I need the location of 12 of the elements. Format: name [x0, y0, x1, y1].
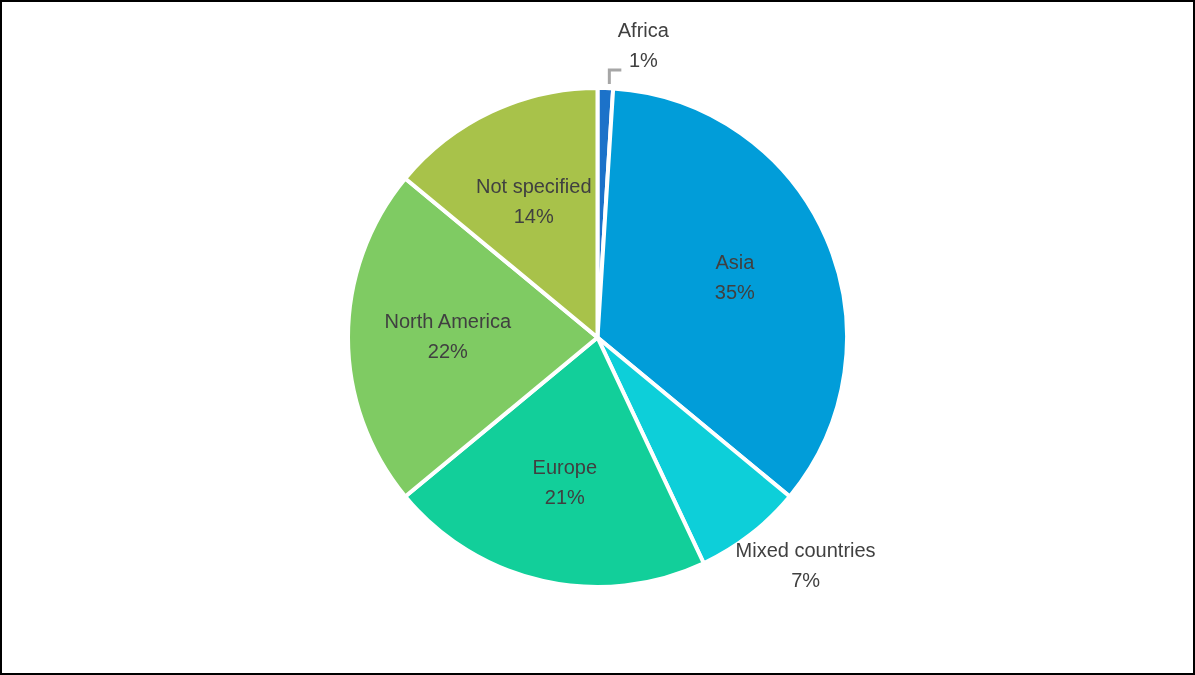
data-label: 14% [513, 204, 554, 227]
data-label: 22% [427, 340, 469, 363]
data-label: 1% [628, 48, 659, 71]
slice-label: Mixed countries [735, 538, 876, 561]
data-label: 21% [544, 486, 586, 509]
slice-label: Asia [715, 250, 756, 273]
slice-label: Europe [532, 456, 598, 479]
slice-label: Africa [617, 18, 670, 41]
data-label: 35% [714, 280, 756, 303]
slice-label: Not specified [475, 174, 592, 197]
data-label: 7% [791, 568, 821, 591]
slice-label: North America [384, 310, 513, 333]
